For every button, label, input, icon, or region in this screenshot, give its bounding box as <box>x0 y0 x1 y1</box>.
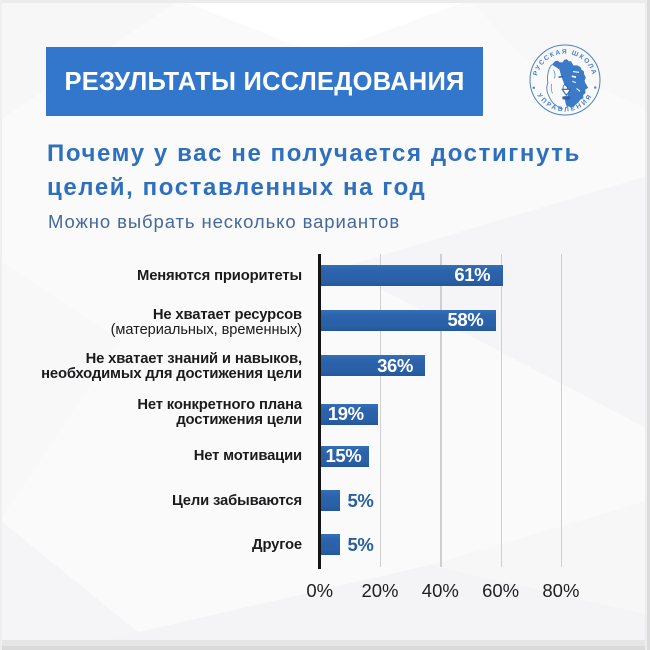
svg-text:УПРАВЛЕНИЯ: УПРАВЛЕНИЯ <box>536 92 595 113</box>
